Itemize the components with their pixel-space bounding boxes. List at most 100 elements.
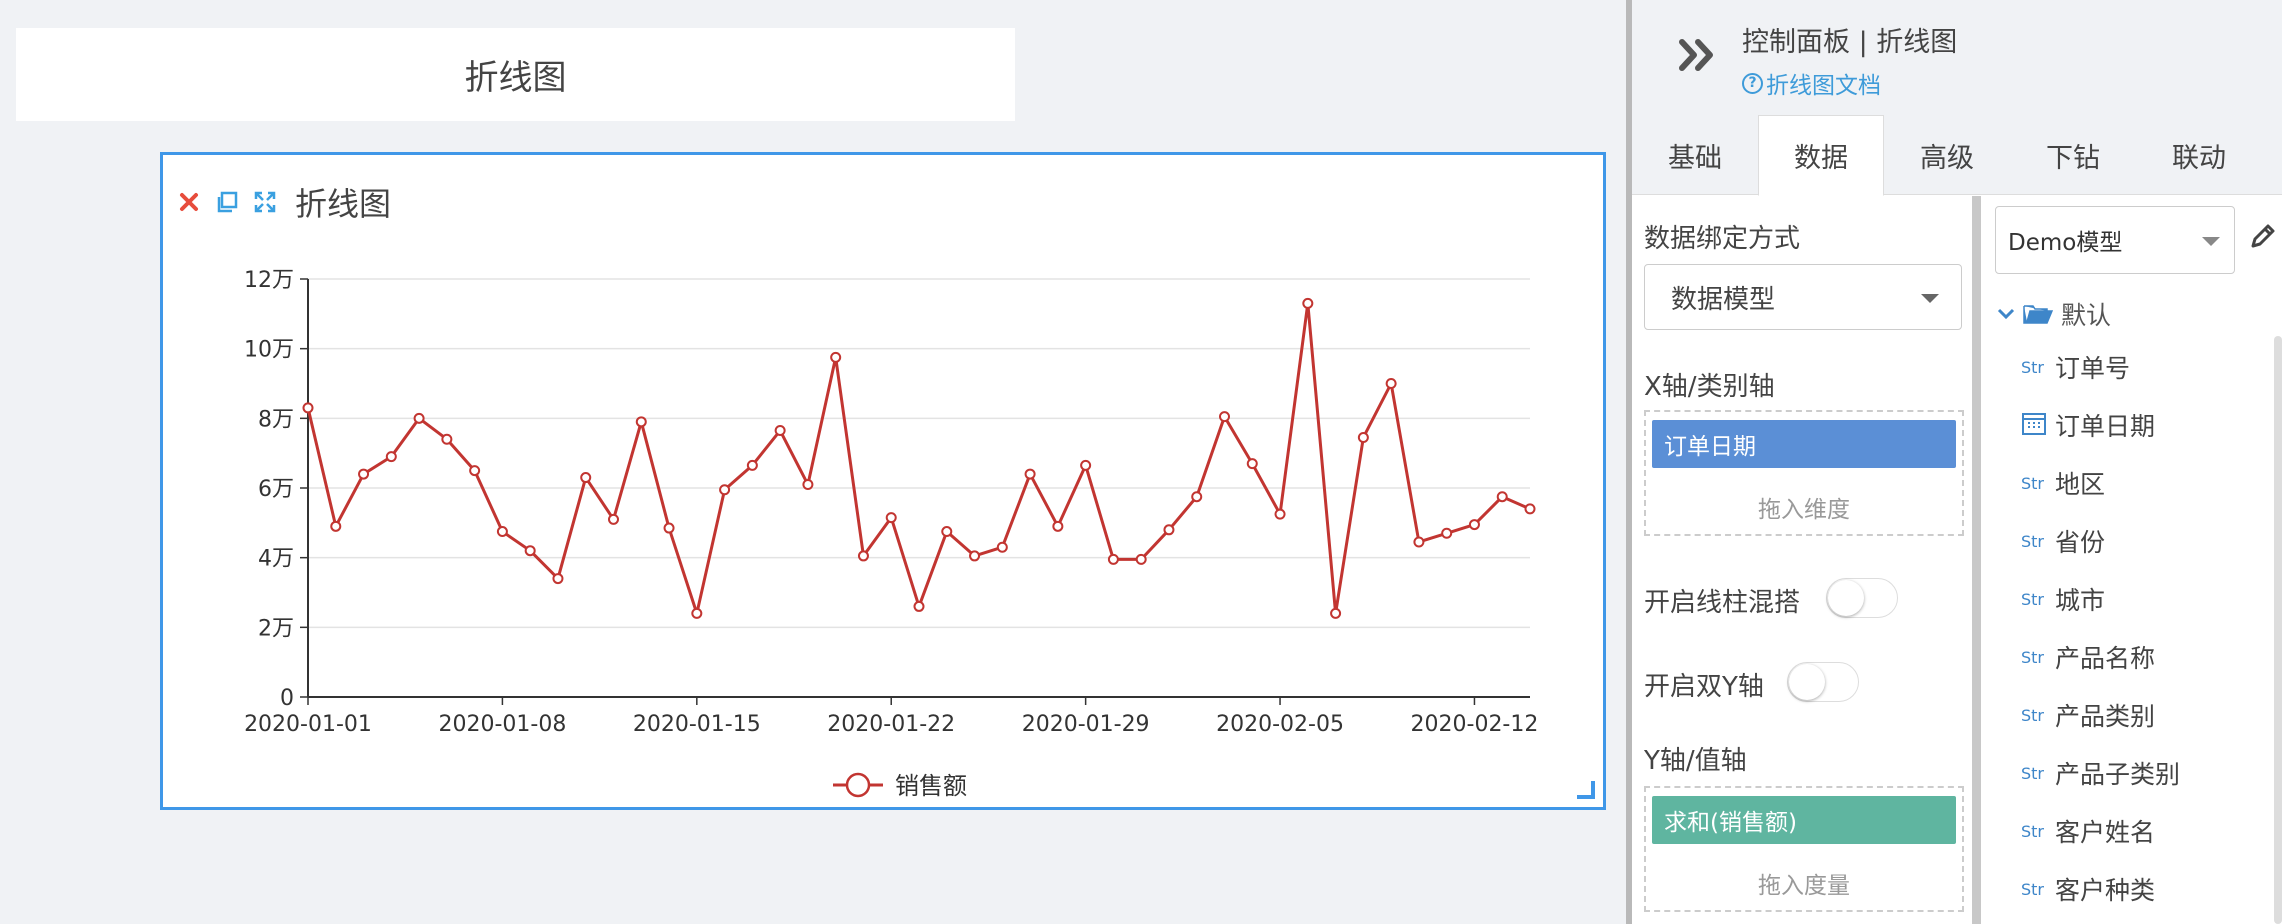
panel-splitter[interactable] <box>1626 0 1632 924</box>
binding-select[interactable]: 数据模型 <box>1644 264 1962 330</box>
data-point <box>1441 527 1453 539</box>
data-point <box>719 484 731 496</box>
data-point <box>969 550 981 562</box>
y-tick-label: 12万 <box>244 268 294 293</box>
y-tick-label: 10万 <box>244 338 294 363</box>
data-point <box>885 512 897 524</box>
string-type-tag: Str <box>2021 705 2045 725</box>
data-point <box>1191 491 1203 503</box>
y-axis-field-pill[interactable]: 求和(销售额) <box>1652 796 1956 844</box>
tab-basic[interactable]: 基础 <box>1668 142 1722 174</box>
data-point <box>941 526 953 538</box>
column-divider[interactable] <box>1972 196 1981 924</box>
data-point <box>913 600 925 612</box>
data-point <box>1219 411 1230 423</box>
data-point <box>358 468 370 480</box>
model-field-item[interactable]: Str 地区 <box>2021 465 2105 501</box>
series-line <box>306 301 1531 615</box>
model-field-name: 客户姓名 <box>2055 818 2156 847</box>
folder-open-icon <box>2023 305 2053 324</box>
model-field-name: 地区 <box>2055 470 2106 499</box>
string-type-tag: Str <box>2021 473 2045 493</box>
legend-label: 销售额 <box>895 772 967 800</box>
pencil-icon[interactable] <box>2247 220 2279 252</box>
string-type-tag: Str <box>2021 531 2045 551</box>
data-point <box>1496 491 1508 503</box>
model-field-name: 产品类别 <box>2055 702 2156 731</box>
data-point <box>552 573 564 585</box>
toggle-knob <box>1789 664 1825 700</box>
data-point <box>1357 431 1369 443</box>
help-icon: ? <box>1742 72 1763 94</box>
model-field-name: 客户种类 <box>2055 876 2156 905</box>
model-field-item[interactable]: Str 订单号 <box>2021 349 2130 385</box>
chart-widget[interactable]: 0 2万 4万 6万 8万 10万 12万 2020-01-01 2020-01-08 2020-… <box>160 152 1606 810</box>
y-axis-label: Y轴/值轴 <box>1644 746 1747 776</box>
title-widget-text: 折线图 <box>464 58 567 98</box>
data-point <box>496 526 508 538</box>
model-field-name: 城市 <box>2055 586 2106 615</box>
data-point <box>635 416 647 428</box>
dual-y-toggle[interactable] <box>1787 662 1859 702</box>
panel-title: 控制面板 | 折线图 <box>1742 27 1958 58</box>
model-field-item[interactable]: Str 产品类别 <box>2021 697 2155 733</box>
widget-toolbar: 折线图 <box>175 179 391 225</box>
tab-linkage[interactable]: 联动 <box>2172 142 2226 174</box>
model-field-item[interactable]: Str 城市 <box>2021 581 2105 617</box>
combo-toggle[interactable] <box>1826 578 1898 618</box>
chart-widget-title: 折线图 <box>295 185 392 223</box>
combo-toggle-label: 开启线柱混搭 <box>1644 588 1801 618</box>
x-tick-label: 2020-01-01 <box>244 712 372 737</box>
folder-default[interactable]: 默认 <box>1997 296 2111 332</box>
y-tick-label: 4万 <box>258 547 294 572</box>
model-field-name: 产品名称 <box>2055 644 2156 673</box>
x-tick-label: 2020-01-29 <box>1022 712 1150 737</box>
doc-link[interactable]: ? 折线图文档 <box>1742 66 1881 100</box>
chevron-down-icon <box>1997 308 2015 320</box>
data-point <box>608 513 619 525</box>
x-axis-field-pill[interactable]: 订单日期 <box>1652 420 1956 468</box>
data-point <box>580 472 592 484</box>
string-type-tag: Str <box>2021 357 2045 377</box>
panel-header: 控制面板 | 折线图 ? 折线图文档 <box>1632 0 2282 115</box>
x-tick-label: 2020-02-05 <box>1216 712 1344 737</box>
model-field-item[interactable]: Str 省份 <box>2021 523 2105 559</box>
data-point <box>469 465 481 477</box>
model-field-item[interactable]: 订单日期 <box>2021 407 2155 443</box>
data-point <box>663 522 675 534</box>
title-widget[interactable]: 折线图 <box>16 28 1015 121</box>
data-point <box>1302 297 1314 309</box>
doc-link-text: 折线图文档 <box>1766 73 1881 99</box>
model-field-item[interactable]: Str 产品子类别 <box>2021 755 2180 791</box>
data-config-column: 数据绑定方式 数据模型 X轴/类别轴 订单日期 拖入维度 开启线柱混搭 开启双Y… <box>1632 196 1972 924</box>
data-point <box>330 520 342 532</box>
resize-handle[interactable] <box>1577 781 1595 799</box>
data-point <box>1135 553 1147 565</box>
close-icon[interactable] <box>175 188 203 216</box>
model-field-name: 订单日期 <box>2055 412 2156 441</box>
data-point <box>1052 520 1064 532</box>
y-tick-label: 6万 <box>258 477 294 502</box>
tab-data[interactable]: 数据 <box>1758 115 1884 196</box>
data-point <box>1413 536 1425 548</box>
data-point <box>385 451 397 463</box>
y-axis-dropzone[interactable]: 求和(销售额) 拖入度量 <box>1644 786 1964 912</box>
model-field-column: Demo模型 默认 Str 订单号 订单日期 Str 地区 Str 省份 Str 城市 Str 产品… <box>1981 196 2282 924</box>
data-point <box>996 541 1008 553</box>
model-field-item[interactable]: Str 客户种类 <box>2021 871 2155 907</box>
tab-advanced[interactable]: 高级 <box>1920 142 1974 174</box>
expand-icon[interactable] <box>251 188 279 216</box>
binding-select-value: 数据模型 <box>1671 284 1776 315</box>
model-field-item[interactable]: Str 客户姓名 <box>2021 813 2155 849</box>
copy-icon[interactable] <box>213 188 241 216</box>
string-type-tag: Str <box>2021 879 2045 899</box>
x-axis-dropzone[interactable]: 订单日期 拖入维度 <box>1644 410 1964 536</box>
dual-y-toggle-label: 开启双Y轴 <box>1644 672 1764 702</box>
collapse-panel-icon[interactable] <box>1674 30 1724 80</box>
y-axis-drop-hint: 拖入度量 <box>1758 873 1850 899</box>
data-point <box>1524 503 1536 515</box>
model-field-item[interactable]: Str 产品名称 <box>2021 639 2155 675</box>
tab-drilldown[interactable]: 下钻 <box>2046 142 2100 174</box>
model-select[interactable]: Demo模型 <box>1995 206 2235 274</box>
scrollbar[interactable] <box>2274 336 2282 924</box>
